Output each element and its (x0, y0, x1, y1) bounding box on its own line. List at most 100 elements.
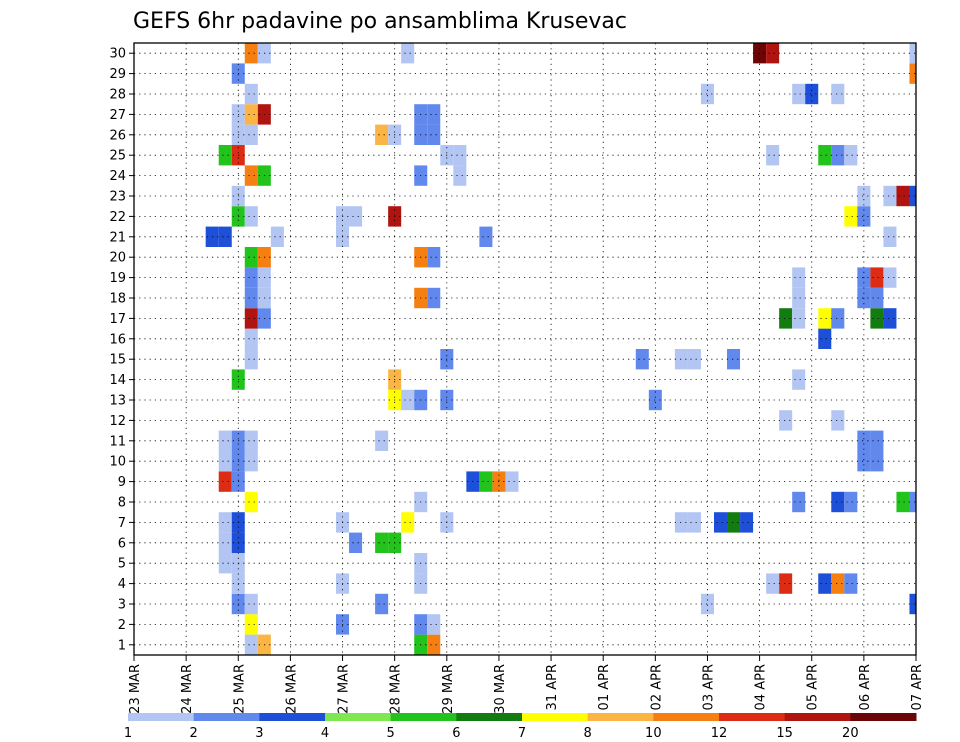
heatmap-cell (896, 491, 910, 513)
y-tick-label: 9 (118, 475, 126, 490)
heatmap-cell (883, 226, 897, 247)
colorbar-label: 7 (518, 726, 526, 741)
heatmap-cell (870, 451, 884, 472)
x-tick-label: 31 APR (545, 664, 560, 710)
x-tick-label: 29 MAR (441, 664, 456, 714)
y-tick-label: 30 (109, 47, 126, 62)
heatmap-cell (818, 308, 832, 329)
colorbar-legend: 1 2 3 4 5 6 7 8 10 12 15 20 (124, 713, 917, 741)
y-tick-label: 8 (118, 496, 126, 511)
heatmap-cell (779, 573, 793, 594)
x-tick-label: 28 MAR (389, 664, 404, 714)
heatmap-cell (792, 287, 806, 309)
heatmap-cell (648, 389, 662, 411)
heatmap-cell (713, 512, 728, 533)
colorbar-label: 20 (842, 726, 859, 741)
heatmap-cell (375, 593, 389, 615)
heatmap-cell (700, 83, 714, 105)
y-tick-label: 2 (118, 618, 126, 633)
heatmap-cell (909, 491, 916, 513)
heatmap-cell (479, 471, 493, 492)
y-tick-label: 11 (109, 434, 126, 449)
heatmap-cell (244, 104, 258, 125)
y-tick-label: 17 (109, 312, 126, 327)
heatmap-cell (349, 532, 363, 553)
heatmap-cell (727, 512, 741, 533)
heatmap-cell (831, 83, 845, 105)
y-tick-label: 24 (109, 169, 126, 184)
colorbar-swatch (522, 713, 589, 721)
heatmap-cell (844, 206, 858, 227)
colorbar-label: 10 (645, 726, 662, 741)
heatmap-cell (818, 328, 832, 349)
plot-frame (133, 42, 917, 656)
x-tick-label: 30 MAR (493, 664, 508, 714)
heatmap-cell (870, 287, 884, 309)
heatmap-cell (218, 145, 232, 166)
y-tick-label: 26 (109, 128, 126, 143)
heatmap-cell (909, 43, 916, 64)
x-tick-label: 06 APR (858, 664, 873, 710)
heatmap-cell (244, 430, 258, 451)
heatmap-cell (218, 451, 232, 472)
heatmap-cell (909, 185, 916, 207)
heatmap-cell (870, 430, 884, 451)
heatmap-cell (375, 124, 389, 145)
colorbar-swatch (259, 713, 326, 721)
heatmap-cell (909, 63, 916, 84)
y-tick-label: 5 (118, 557, 126, 572)
y-tick-label: 28 (109, 88, 126, 103)
colorbar-swatch (325, 713, 392, 721)
heatmap-cell (831, 145, 845, 166)
heatmap-cell (270, 226, 284, 247)
colorbar-swatch (587, 713, 654, 721)
heatmap-cell (244, 83, 258, 105)
colorbar-label: 6 (452, 726, 460, 741)
heatmap-cell (687, 349, 701, 370)
heatmap-cell (401, 512, 415, 533)
y-tick-label: 18 (109, 292, 126, 307)
heatmap-cell (244, 634, 258, 655)
heatmap-cell (244, 124, 258, 145)
heatmap-cell (792, 267, 806, 288)
y-tick-label: 4 (118, 577, 126, 592)
heatmap-cell (818, 145, 832, 166)
heatmap-cell (857, 185, 871, 207)
heatmap-cell (218, 512, 232, 533)
y-tick-label: 22 (109, 210, 126, 225)
x-tick-label: 07 APR (910, 664, 925, 710)
colorbar-label: 12 (711, 726, 728, 741)
heatmap-cell (244, 287, 258, 309)
heatmap-cell (349, 206, 363, 227)
heatmap-cell (831, 573, 845, 594)
x-tick-label: 24 MAR (180, 664, 195, 714)
y-tick-label: 29 (109, 67, 126, 82)
y-tick-label: 20 (109, 251, 126, 266)
heatmap-cell (883, 308, 897, 329)
heatmap-cell (244, 43, 258, 64)
heatmap-cell (505, 471, 519, 492)
y-tick-label: 14 (109, 373, 126, 388)
heatmap-cell (857, 430, 871, 451)
x-tick-label: 01 APR (597, 664, 612, 710)
heatmap-cell (883, 267, 897, 288)
heatmap-cell (818, 573, 832, 594)
chart-title: GEFS 6hr padavine po ansamblima Krusevac (133, 9, 627, 34)
y-tick-label: 21 (109, 230, 126, 245)
heatmap-cell (674, 349, 688, 370)
heatmap-cell (831, 491, 845, 513)
heatmap-cell (883, 185, 897, 207)
heatmap-cell (857, 206, 871, 227)
grid-lines (134, 43, 916, 655)
heatmap-cell (844, 573, 858, 594)
heatmap-cell (427, 614, 441, 635)
colorbar-swatch (390, 713, 457, 721)
heatmap-cell (244, 349, 258, 370)
x-axis-ticks: 23 MAR 24 MAR 25 MAR 26 MAR 27 MAR 28 MAR 29 M… (128, 655, 925, 714)
heatmap-cell (479, 226, 493, 247)
y-tick-label: 27 (109, 108, 126, 123)
heatmap-cell (453, 165, 467, 186)
y-tick-label: 15 (109, 353, 126, 368)
x-tick-label: 05 APR (806, 664, 821, 710)
